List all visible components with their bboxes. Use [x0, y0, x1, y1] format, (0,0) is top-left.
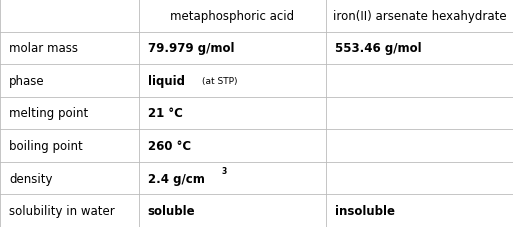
Text: solubility in water: solubility in water: [9, 204, 115, 217]
Text: 79.979 g/mol: 79.979 g/mol: [148, 42, 234, 55]
Text: melting point: melting point: [9, 107, 88, 120]
Text: boiling point: boiling point: [9, 139, 83, 152]
Text: (at STP): (at STP): [202, 76, 237, 86]
Text: phase: phase: [9, 75, 45, 88]
Text: molar mass: molar mass: [9, 42, 78, 55]
Text: soluble: soluble: [148, 204, 195, 217]
Text: 260 °C: 260 °C: [148, 139, 191, 152]
Text: 21 °C: 21 °C: [148, 107, 183, 120]
Text: metaphosphoric acid: metaphosphoric acid: [170, 10, 294, 23]
Text: insoluble: insoluble: [335, 204, 395, 217]
Text: 3: 3: [221, 167, 226, 176]
Text: density: density: [9, 172, 53, 185]
Text: 553.46 g/mol: 553.46 g/mol: [335, 42, 422, 55]
Text: liquid: liquid: [148, 75, 185, 88]
Text: iron(II) arsenate hexahydrate: iron(II) arsenate hexahydrate: [332, 10, 506, 23]
Text: 2.4 g/cm: 2.4 g/cm: [148, 172, 205, 185]
